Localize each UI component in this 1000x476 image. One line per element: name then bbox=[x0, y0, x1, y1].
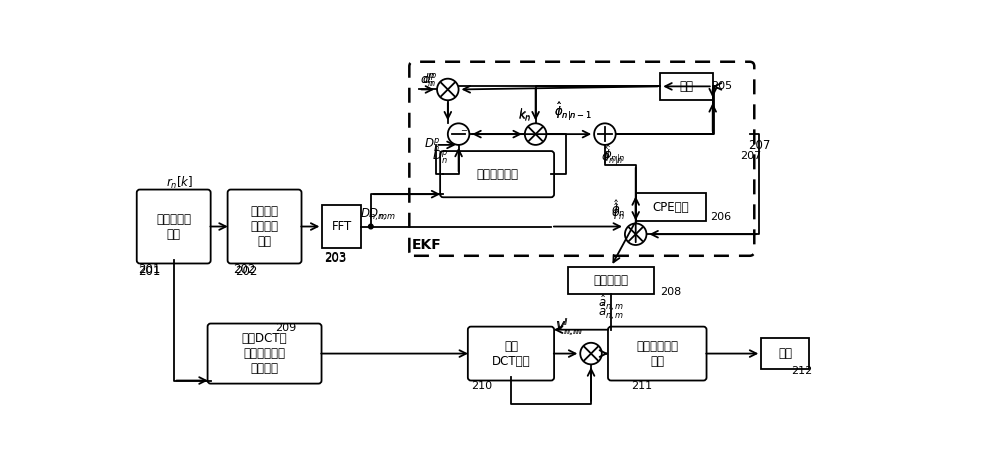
Circle shape bbox=[448, 123, 469, 145]
Text: 201: 201 bbox=[138, 265, 160, 278]
Bar bbox=[660, 72, 713, 100]
Text: CPE补偿: CPE补偿 bbox=[653, 201, 689, 214]
Text: 202: 202 bbox=[233, 263, 256, 276]
Text: 209: 209 bbox=[275, 323, 296, 333]
Text: 最终相位噪声
补偿: 最终相位噪声 补偿 bbox=[636, 339, 678, 367]
Text: 201: 201 bbox=[138, 263, 160, 276]
Text: 接收端时域
信号: 接收端时域 信号 bbox=[156, 212, 191, 240]
Text: $k_n$: $k_n$ bbox=[518, 107, 532, 123]
Text: 延迟: 延迟 bbox=[680, 80, 694, 93]
Bar bbox=[568, 267, 654, 294]
FancyBboxPatch shape bbox=[468, 327, 554, 380]
Bar bbox=[322, 205, 361, 248]
Circle shape bbox=[625, 223, 646, 245]
FancyBboxPatch shape bbox=[208, 324, 322, 384]
Text: $-$: $-$ bbox=[460, 124, 468, 133]
Text: FFT: FFT bbox=[331, 220, 352, 233]
Text: $\hat{a}_{n,m}$: $\hat{a}_{n,m}$ bbox=[598, 303, 624, 322]
Circle shape bbox=[437, 79, 459, 100]
Text: 计算
DCT系数: 计算 DCT系数 bbox=[492, 339, 530, 367]
Text: 部分预判决: 部分预判决 bbox=[594, 274, 629, 287]
Circle shape bbox=[594, 123, 616, 145]
FancyBboxPatch shape bbox=[608, 327, 707, 380]
Text: $V_{n,m}^I$: $V_{n,m}^I$ bbox=[555, 317, 582, 339]
Text: 抽取导频数据: 抽取导频数据 bbox=[476, 168, 518, 181]
Text: $D_{n,m}$: $D_{n,m}$ bbox=[360, 207, 388, 223]
Text: 211: 211 bbox=[631, 381, 652, 391]
Text: 212: 212 bbox=[791, 366, 813, 377]
Text: 203: 203 bbox=[324, 251, 347, 264]
Text: 208: 208 bbox=[660, 287, 682, 297]
Text: EKF: EKF bbox=[411, 238, 441, 252]
Text: $d_n^p$: $d_n^p$ bbox=[420, 71, 435, 89]
Text: $d_n^p$: $d_n^p$ bbox=[422, 71, 437, 89]
Text: 多相网络
分析滤波
器组: 多相网络 分析滤波 器组 bbox=[251, 205, 279, 248]
Text: 判决: 判决 bbox=[778, 347, 792, 360]
Text: $\hat{\phi}_{n|n-1}$: $\hat{\phi}_{n|n-1}$ bbox=[554, 100, 591, 122]
Text: $D_n^p$: $D_n^p$ bbox=[424, 137, 441, 154]
Text: 206: 206 bbox=[710, 212, 731, 222]
Text: 202: 202 bbox=[235, 265, 257, 278]
Circle shape bbox=[525, 123, 546, 145]
FancyBboxPatch shape bbox=[440, 151, 554, 197]
Circle shape bbox=[580, 343, 602, 364]
Text: 210: 210 bbox=[471, 381, 492, 391]
Text: 基于DCT变
换的相位噪声
时域模型: 基于DCT变 换的相位噪声 时域模型 bbox=[242, 332, 287, 375]
Text: $\hat{\phi}_n$: $\hat{\phi}_n$ bbox=[611, 198, 626, 219]
FancyBboxPatch shape bbox=[137, 189, 211, 264]
Text: $k_n$: $k_n$ bbox=[518, 108, 532, 124]
Text: $\hat{\phi}_{n|n}$: $\hat{\phi}_{n|n}$ bbox=[603, 143, 625, 165]
Text: $\hat{\phi}_{n|n}$: $\hat{\phi}_{n|n}$ bbox=[601, 145, 624, 167]
Text: $D_n^p$: $D_n^p$ bbox=[432, 149, 448, 166]
Text: $\hat{\phi}_{n|n-1}$: $\hat{\phi}_{n|n-1}$ bbox=[554, 100, 591, 122]
Text: 205: 205 bbox=[711, 81, 733, 91]
Text: $D_{n,m}$: $D_{n,m}$ bbox=[368, 207, 396, 223]
FancyBboxPatch shape bbox=[228, 189, 302, 264]
Circle shape bbox=[369, 224, 373, 229]
Text: 207: 207 bbox=[741, 151, 762, 161]
Text: $V_{n,m}^I$: $V_{n,m}^I$ bbox=[556, 317, 583, 339]
Text: $\hat{\phi}_n$: $\hat{\phi}_n$ bbox=[611, 200, 626, 222]
Text: $\hat{a}_{n,m}$: $\hat{a}_{n,m}$ bbox=[598, 294, 624, 313]
Bar bbox=[636, 193, 706, 221]
Text: $r_n[k]$: $r_n[k]$ bbox=[166, 175, 194, 191]
Text: 203: 203 bbox=[324, 252, 347, 265]
Bar bbox=[761, 338, 809, 369]
Text: 207: 207 bbox=[748, 139, 770, 152]
